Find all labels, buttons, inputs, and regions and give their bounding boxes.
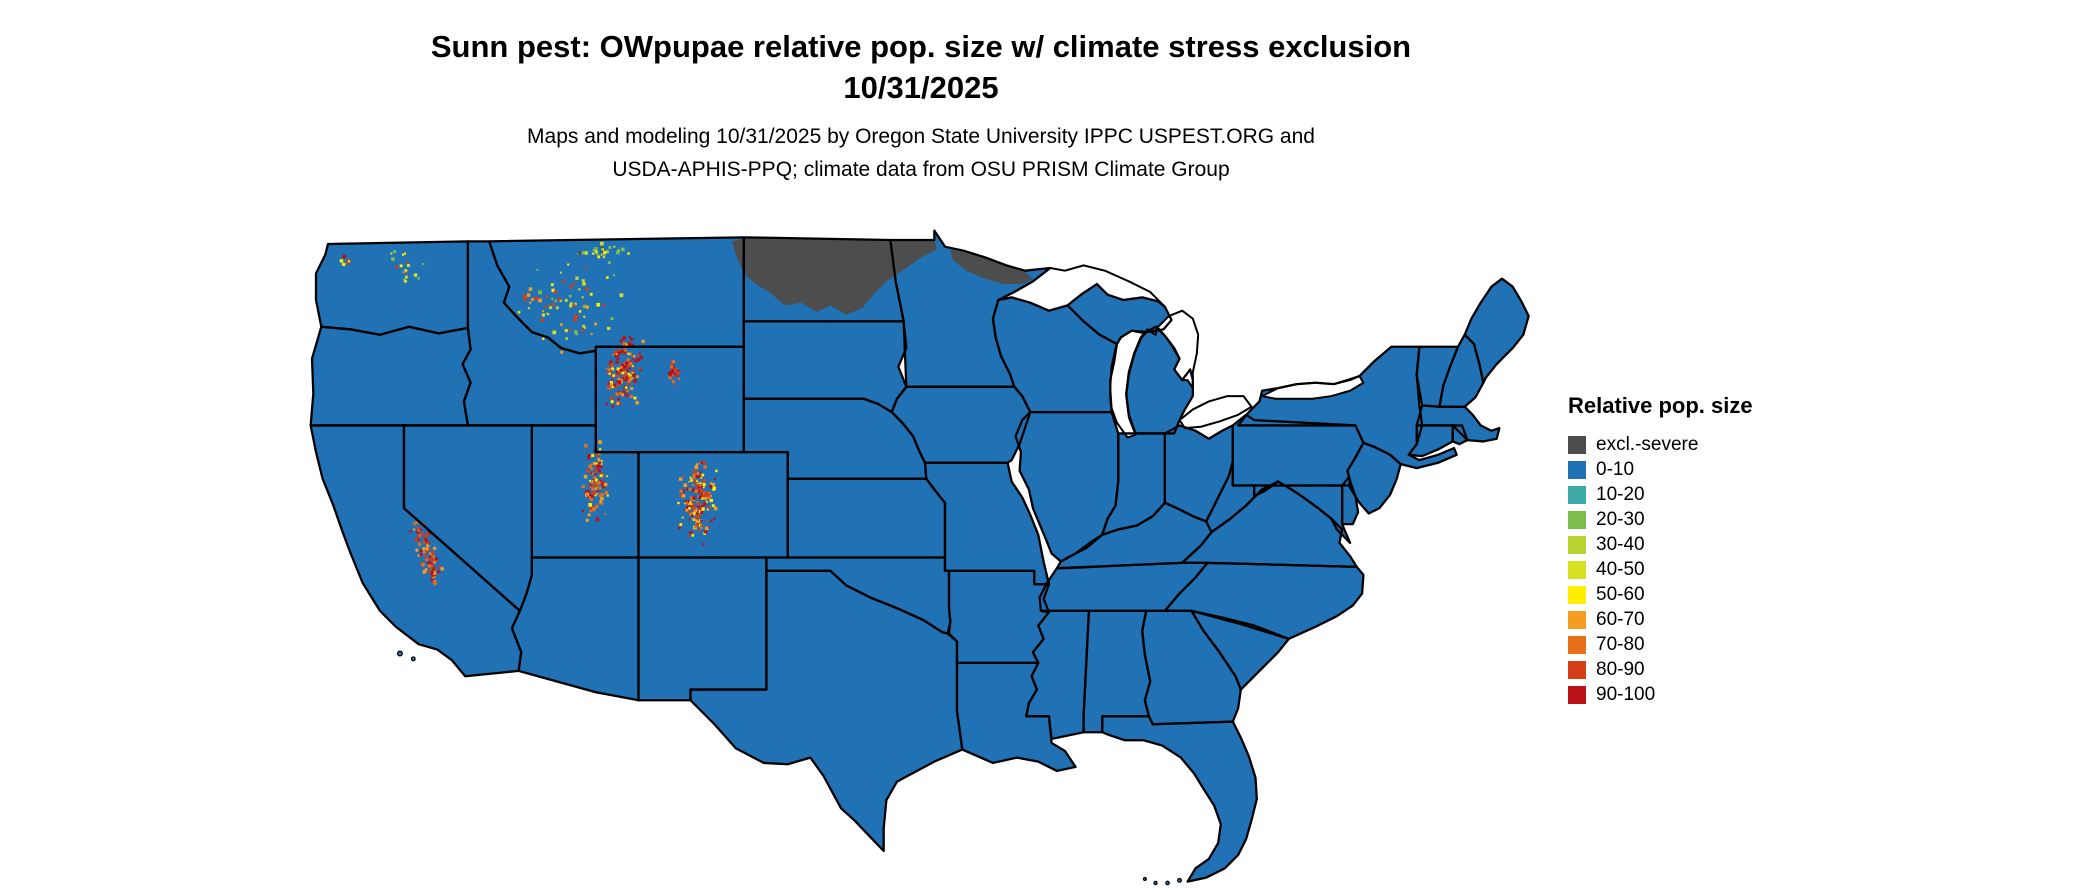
florida-key	[1165, 880, 1170, 886]
us-map	[309, 229, 1530, 886]
us-map-container	[308, 228, 1534, 887]
page-title-line1: Sunn pest: OWpupae relative pop. size w/…	[430, 29, 1412, 64]
state-or	[310, 326, 471, 426]
legend-swatch	[1568, 460, 1586, 479]
legend-label: 70-80	[1596, 633, 1645, 655]
hotspot-north-cascades	[390, 250, 425, 283]
legend-label: 40-50	[1596, 558, 1645, 580]
hotspot-montana-bitterroot-scatter	[517, 261, 624, 354]
legend-item-80-90: 80-90	[1568, 657, 1753, 682]
legend-label: 20-30	[1596, 508, 1645, 530]
hotspot-colorado-rockies	[677, 461, 718, 546]
exclusion-layer	[731, 238, 1033, 315]
hotspot-nw-wyoming-absaroka	[605, 335, 645, 408]
legend-item-excl.-severe: excl.-severe	[1568, 432, 1753, 457]
legend-swatch	[1568, 535, 1586, 554]
legend-label: 10-20	[1596, 483, 1645, 505]
legend-swatch	[1568, 610, 1586, 629]
page-subtitle-line1: Maps and modeling 10/31/2025 by Oregon S…	[527, 125, 1315, 148]
legend-title: Relative pop. size	[1568, 393, 1753, 418]
legend-item-30-40: 30-40	[1568, 532, 1753, 557]
legend-swatch	[1568, 585, 1586, 604]
legend-item-20-30: 20-30	[1568, 507, 1753, 532]
page-subtitle-line2: USDA-APHIS-PPQ; climate data from OSU PR…	[612, 158, 1230, 181]
legend-label: 60-70	[1596, 608, 1645, 630]
legend-item-90-100: 90-100	[1568, 682, 1753, 707]
hotspot-glacier-border	[577, 241, 630, 259]
florida-key	[1177, 877, 1182, 883]
legend-item-60-70: 60-70	[1568, 607, 1753, 632]
state-ks	[787, 478, 945, 558]
legend-swatch	[1568, 635, 1586, 654]
legend-swatch	[1568, 485, 1586, 504]
legend-swatch	[1568, 435, 1586, 454]
state-wa	[315, 241, 468, 335]
state-nm	[638, 557, 767, 701]
lake-erie	[1178, 395, 1253, 430]
legend-label: 80-90	[1596, 658, 1645, 680]
legend-swatch	[1568, 660, 1586, 679]
figure-header: Sunn pest: OWpupae relative pop. size w/…	[0, 26, 1842, 186]
hotspot-layer	[339, 241, 718, 586]
legend-label: excl.-severe	[1596, 433, 1699, 455]
legend-swatch	[1568, 510, 1586, 529]
islands-layer	[396, 650, 1182, 886]
legend-item-50-60: 50-60	[1568, 582, 1753, 607]
hotspot-olympic-mountains	[339, 254, 351, 267]
florida-key	[1142, 876, 1147, 882]
legend-label: 90-100	[1596, 683, 1656, 705]
exclusion-zone-minnesota-arrowhead	[950, 249, 1033, 285]
channel-island	[410, 656, 416, 662]
page-title-line2: 10/31/2025	[843, 70, 999, 105]
exclusion-zone-north-dakota	[731, 238, 937, 315]
legend-item-0-10: 0-10	[1568, 457, 1753, 482]
legend-label: 0-10	[1596, 458, 1635, 480]
legend-list: excl.-severe 0-10 10-20 20-30 30-40 40-50 50-6…	[1568, 432, 1753, 707]
page-subtitle: Maps and modeling 10/31/2025 by Oregon S…	[0, 120, 1842, 186]
legend-item-70-80: 70-80	[1568, 632, 1753, 657]
legend-swatch	[1568, 685, 1586, 704]
legend-item-40-50: 40-50	[1568, 557, 1753, 582]
map-legend: Relative pop. size excl.-severe 0-10 10-20…	[1568, 393, 1753, 707]
legend-swatch	[1568, 560, 1586, 579]
state-fill-layer	[310, 230, 1529, 882]
state-al	[1083, 610, 1151, 733]
hotspot-wasatch-uinta	[581, 440, 609, 523]
hotspot-bighorn-mountains	[667, 359, 681, 388]
legend-item-10-20: 10-20	[1568, 482, 1753, 507]
channel-island	[396, 650, 403, 657]
florida-key	[1153, 880, 1158, 886]
legend-label: 50-60	[1596, 583, 1645, 605]
legend-label: 30-40	[1596, 533, 1645, 555]
